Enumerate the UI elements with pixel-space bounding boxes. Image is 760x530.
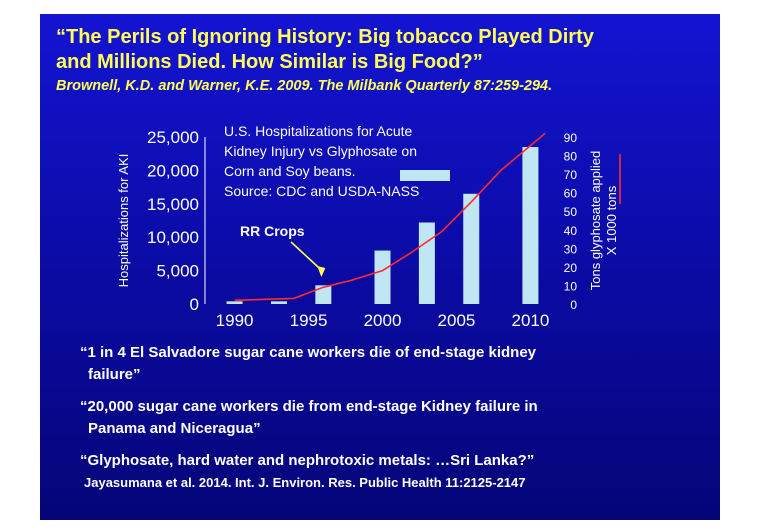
y-tick-label: 5,000	[156, 262, 199, 281]
quote-2-line1: “20,000 sugar cane workers die from end-…	[80, 398, 538, 415]
x-tick-label: 2010	[512, 311, 550, 330]
y2-tick-label: 60	[564, 187, 578, 201]
bar	[463, 193, 480, 304]
quote-2-line2: Panama and Niceragua”	[88, 420, 261, 437]
y2-tick-label: 50	[564, 205, 578, 219]
bar	[226, 301, 243, 304]
y-tick-label: 10,000	[147, 228, 199, 247]
bar	[374, 250, 391, 304]
chart: 0 5,000 10,000 15,000 20,000 25,000 0 10 20 30 40 5…	[116, 123, 621, 330]
slide: “The Perils of Ignoring History: Big tob…	[40, 14, 720, 520]
quote-1-line2: failure”	[88, 366, 141, 383]
y2-tick-label: 70	[564, 168, 578, 182]
citation: Brownell, K.D. and Warner, K.E. 2009. Th…	[56, 78, 553, 94]
y2-axis-title: Tons glyphosate applied	[588, 151, 603, 291]
x-tick-label: 1990	[216, 311, 254, 330]
x-tick-label: 1995	[290, 311, 328, 330]
bar	[522, 147, 539, 304]
chart-caption-line: Corn and Soy beans.	[224, 163, 356, 179]
bar	[315, 285, 332, 304]
y2-tick-label: 20	[564, 261, 578, 275]
annotation-arrow-line	[290, 241, 322, 271]
bar	[270, 301, 287, 304]
y2-tick-label: 10	[564, 279, 578, 293]
bar	[418, 222, 435, 304]
y2-axis-title: X 1000 tons	[604, 185, 619, 255]
slide-title-line2: and Millions Died. How Similar is Big Fo…	[56, 51, 483, 73]
legend-bar-swatch	[400, 170, 450, 181]
y2-tick-label: 0	[570, 298, 577, 312]
y2-tick-label: 90	[564, 131, 578, 145]
annotation-arrow-head	[317, 266, 326, 277]
slide-title-line1: “The Perils of Ignoring History: Big tob…	[56, 26, 594, 48]
chart-caption-line: Source: CDC and USDA-NASS	[224, 183, 419, 199]
y-tick-label: 20,000	[147, 161, 199, 180]
chart-caption-line: U.S. Hospitalizations for Acute	[224, 123, 413, 139]
x-tick-label: 2005	[438, 311, 476, 330]
quote-1-line1: “1 in 4 El Salvadore sugar cane workers …	[80, 344, 536, 361]
glyphosate-line	[234, 132, 546, 302]
annotation-label: RR Crops	[240, 223, 305, 239]
y-axis-title: Hospitalizations for AKI	[116, 154, 131, 288]
chart-caption-line: Kidney Injury vs Glyphosate on	[224, 143, 417, 159]
y-tick-label: 0	[190, 295, 199, 314]
y-tick-label: 25,000	[147, 128, 199, 147]
y-tick-label: 15,000	[147, 195, 199, 214]
y2-tick-label: 40	[564, 224, 578, 238]
x-tick-label: 2000	[364, 311, 402, 330]
quote-3: “Glyphosate, hard water and nephrotoxic …	[80, 452, 535, 469]
reference-citation: Jayasumana et al. 2014. Int. J. Environ.…	[84, 475, 526, 490]
y2-tick-label: 80	[564, 150, 578, 164]
y2-tick-label: 30	[564, 242, 578, 256]
